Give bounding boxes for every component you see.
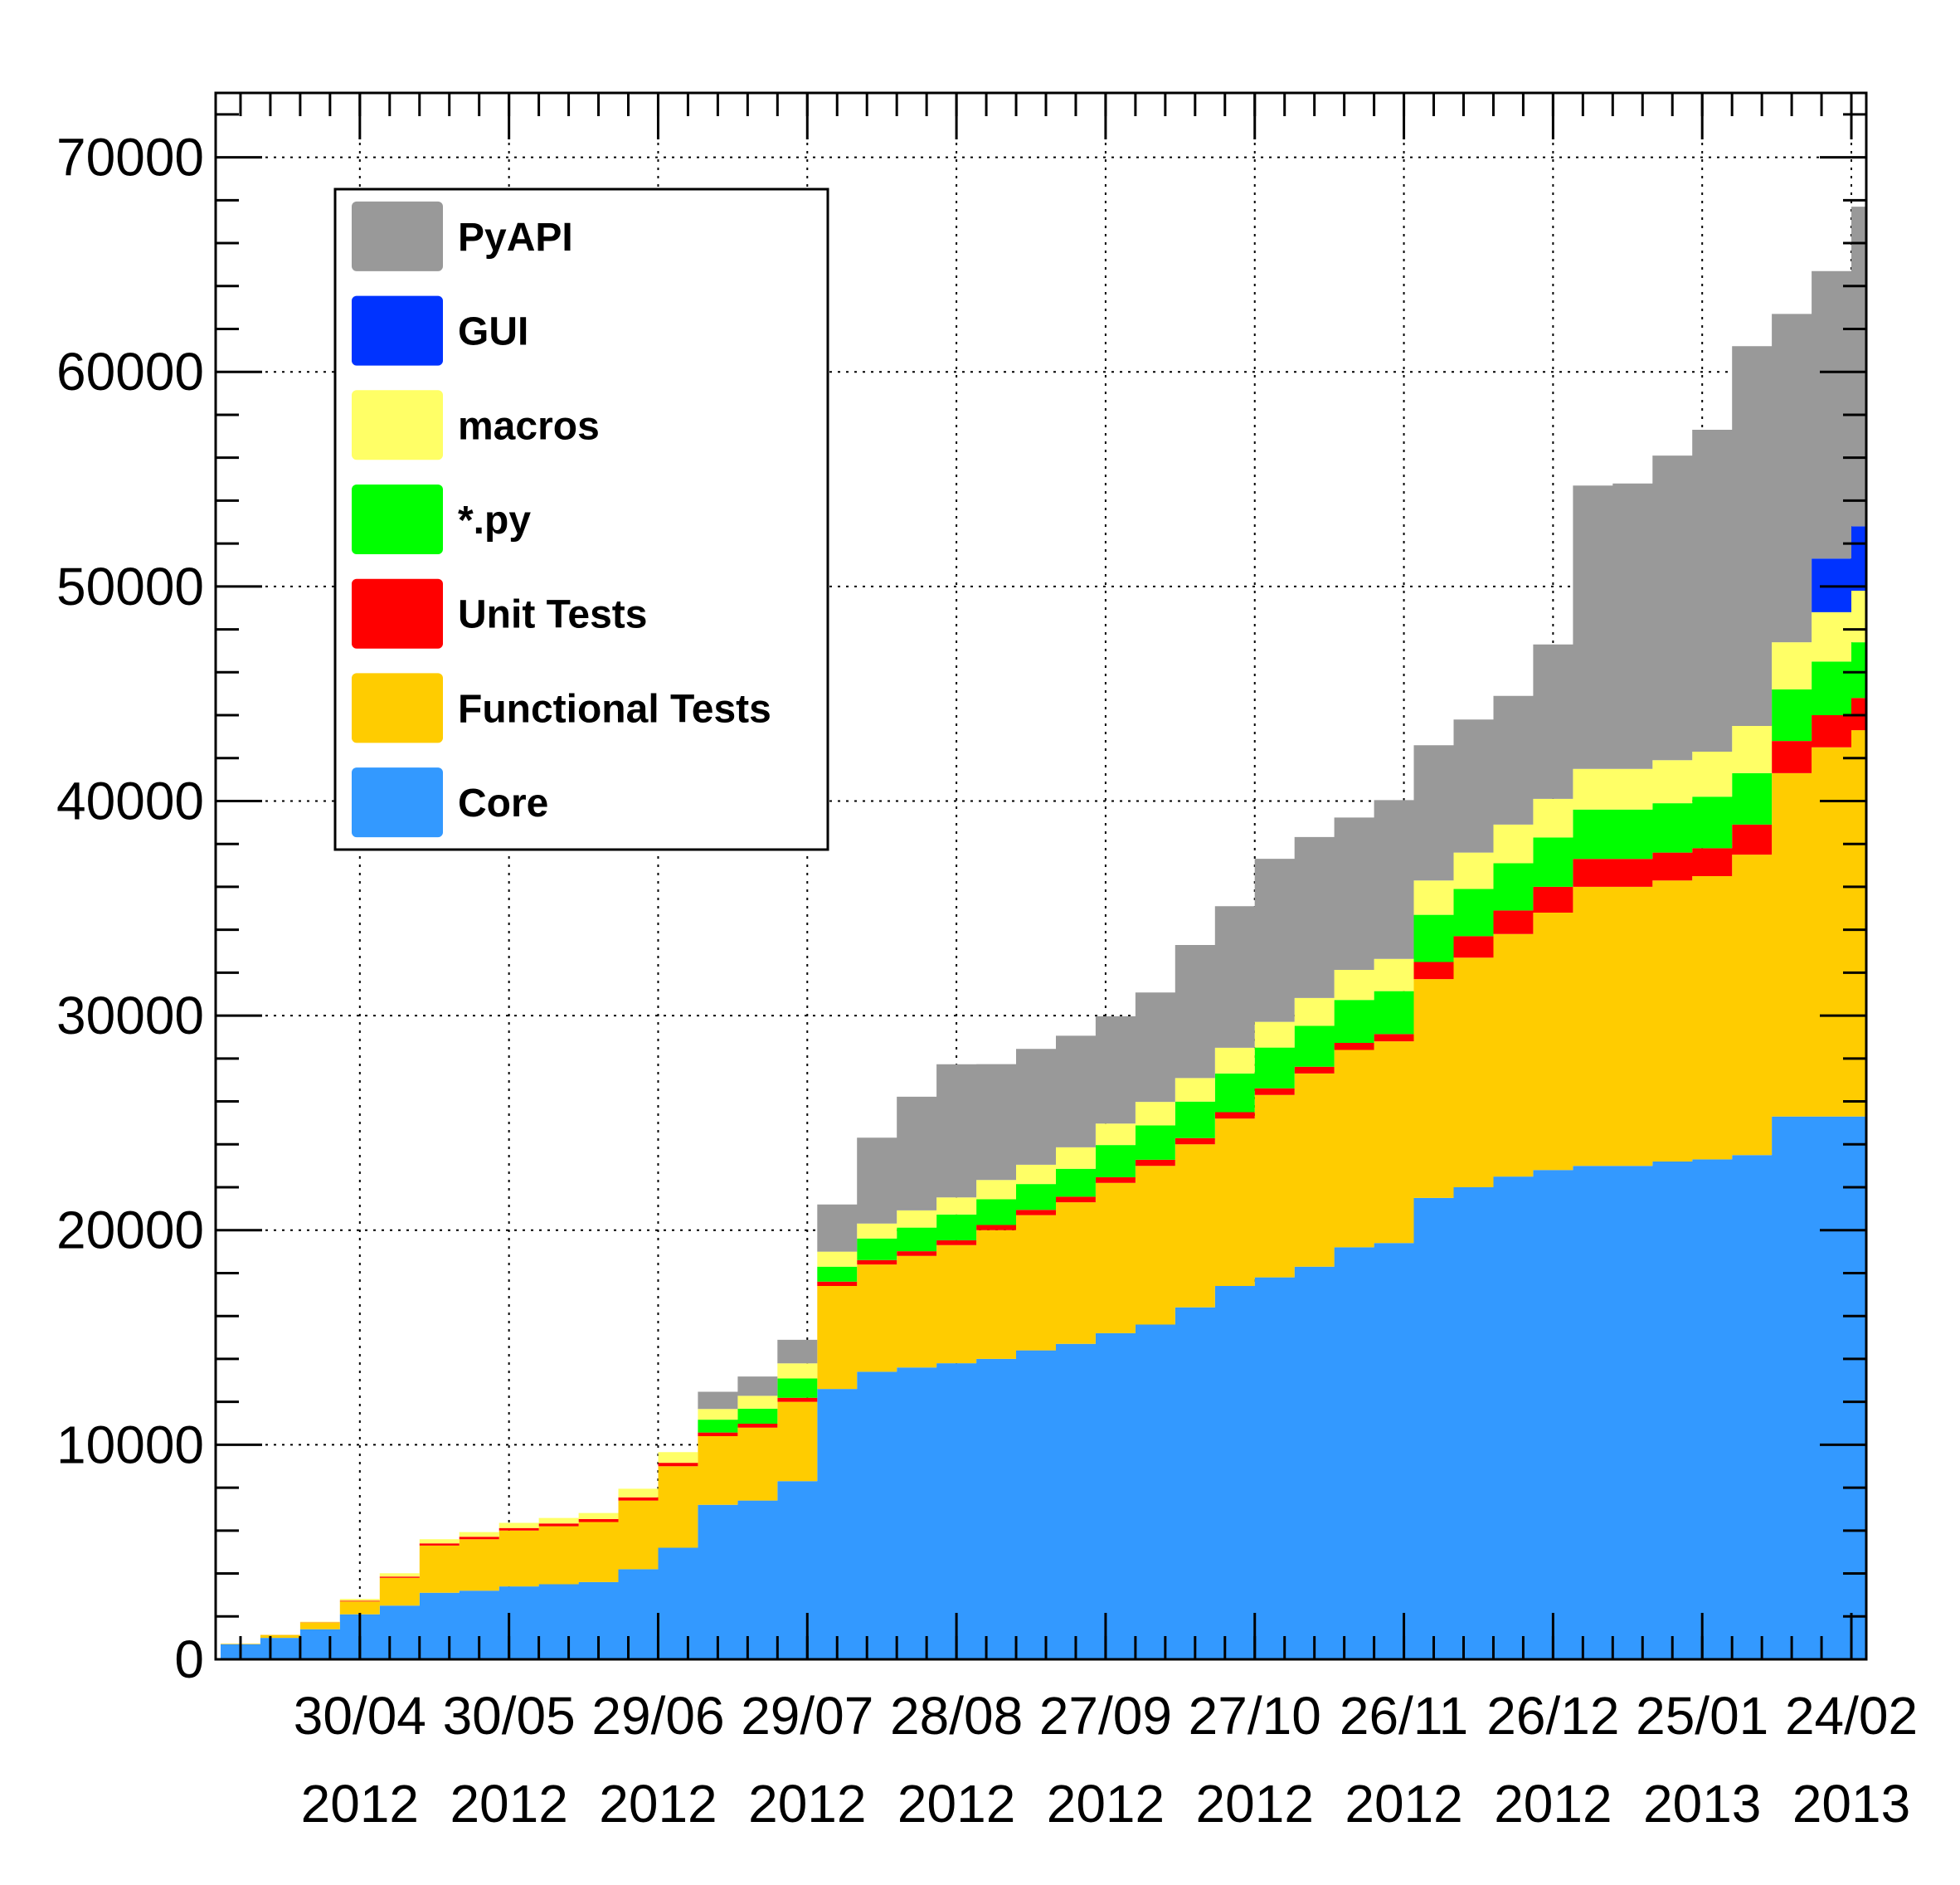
legend-swatch-functional-tests [352, 673, 443, 743]
x-tick-label-date: 30/04 [294, 1686, 426, 1746]
x-tick-label-date: 30/05 [443, 1686, 576, 1746]
area-series-functional-tests [221, 730, 1866, 1644]
legend-swatch-pyapi [352, 201, 443, 271]
x-tick-label-date: 24/02 [1785, 1686, 1918, 1746]
x-tick-label-date: 27/09 [1039, 1686, 1172, 1746]
y-tick-label: 30000 [56, 986, 204, 1045]
x-tick-label-date: 28/08 [890, 1686, 1023, 1746]
x-tick-label-year: 2012 [1047, 1774, 1165, 1834]
x-tick-label-year: 2012 [301, 1774, 419, 1834]
x-tick-label-date: 26/11 [1340, 1686, 1468, 1746]
area-series-core [221, 1116, 1866, 1659]
x-tick-label-date: 29/07 [741, 1686, 873, 1746]
x-tick-label-date: 26/12 [1486, 1686, 1619, 1746]
x-tick-label-year: 2012 [1345, 1774, 1462, 1834]
y-tick-label: 70000 [56, 128, 204, 188]
legend-swatch-macros [352, 390, 443, 460]
area-series-py [221, 642, 1866, 1644]
plot-frame [214, 91, 1868, 1661]
legend-swatch-core [352, 767, 443, 838]
y-tick-label: 10000 [56, 1415, 204, 1474]
x-tick-label-year: 2013 [1792, 1774, 1910, 1834]
y-tick-label: 50000 [56, 557, 204, 616]
legend-label-macros: macros [458, 404, 600, 448]
legend-swatch-gui [352, 295, 443, 366]
x-tick-label-year: 2012 [1196, 1774, 1314, 1834]
legend-label-core: Core [458, 782, 548, 826]
y-tick-label: 60000 [56, 342, 204, 402]
y-tick-label: 40000 [56, 771, 204, 830]
legend-swatch-py [352, 485, 443, 554]
legend-label-functional-tests: Functional Tests [458, 687, 771, 731]
x-tick-label-date: 27/10 [1189, 1686, 1321, 1746]
x-tick-label-year: 2012 [1494, 1774, 1612, 1834]
area-series-macros [221, 591, 1866, 1644]
x-tick-label-year: 2012 [748, 1774, 866, 1834]
legend-label-unit-tests: Unit Tests [458, 593, 647, 637]
legend-label-py: *.py [458, 499, 531, 543]
legend-swatch-unit-tests [352, 578, 443, 649]
legend-label-gui: GUI [458, 310, 528, 354]
x-tick-label-year: 2012 [599, 1774, 717, 1834]
y-tick-label: 20000 [56, 1201, 204, 1260]
legend-label-pyapi: PyAPI [458, 216, 573, 260]
x-tick-label-year: 2013 [1643, 1774, 1761, 1834]
x-tick-label-date: 25/01 [1636, 1686, 1768, 1746]
x-tick-label-year: 2012 [450, 1774, 567, 1834]
x-tick-label-year: 2012 [897, 1774, 1015, 1834]
y-tick-label: 0 [174, 1629, 204, 1689]
x-tick-label-date: 29/06 [591, 1686, 724, 1746]
